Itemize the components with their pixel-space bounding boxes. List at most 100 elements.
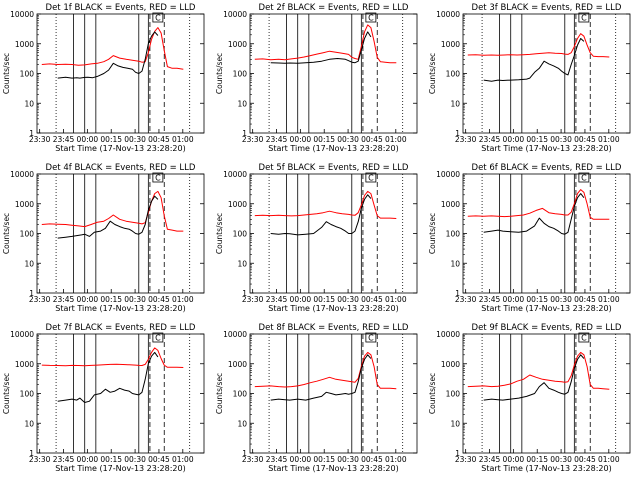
events-series-line: [57, 195, 159, 239]
events-series-line: [483, 354, 585, 401]
events-series-line: [57, 31, 159, 79]
x-axis-title: Start Time (17-Nov-13 23:28:20): [481, 304, 611, 313]
x-tick-label: 00:15: [526, 455, 548, 464]
y-tick-label: 1000: [441, 360, 460, 369]
x-axis-title: Start Time (17-Nov-13 23:28:20): [268, 144, 398, 153]
panel-title: Det 7f BLACK = Events, RED = LLD: [46, 323, 196, 333]
x-tick-label: 01:00: [385, 455, 407, 464]
x-tick-label: 01:00: [598, 295, 620, 304]
y-tick-label: 10: [450, 99, 460, 108]
y-tick-label: 1000: [228, 200, 247, 209]
x-tick-label: 00:15: [526, 295, 548, 304]
x-tick-label: 01:00: [172, 135, 194, 144]
x-tick-label: 00:15: [526, 135, 548, 144]
panel-title: Det 4f BLACK = Events, RED = LLD: [46, 163, 196, 173]
x-tick-label: 00:00: [77, 455, 99, 464]
x-tick-label: 00:15: [313, 295, 335, 304]
marker-box: [578, 172, 590, 183]
y-tick-label: 1: [242, 129, 247, 138]
x-tick-label: 00:45: [361, 295, 383, 304]
x-tick-label: 00:45: [361, 455, 383, 464]
y-tick-label: 1000: [228, 360, 247, 369]
y-tick-label: 1: [455, 129, 460, 138]
y-axis-title: Counts/sec: [428, 213, 437, 254]
marker-box: [365, 172, 377, 183]
y-tick-label: 10000: [223, 170, 247, 179]
x-tick-label: 00:00: [290, 135, 312, 144]
x-tick-label: 00:15: [100, 455, 122, 464]
y-tick-label: 10: [237, 259, 247, 268]
y-tick-label: 1000: [15, 40, 34, 49]
plot-frame: [462, 13, 631, 134]
x-tick-label: 00:00: [290, 455, 312, 464]
y-axis-title: Counts/sec: [215, 373, 224, 414]
marker-label: C: [155, 174, 161, 183]
y-tick-label: 1: [455, 449, 460, 458]
panel-title: Det 3f BLACK = Events, RED = LLD: [472, 3, 622, 13]
plot-frame: [36, 333, 205, 454]
marker-label: C: [155, 14, 161, 23]
lld-series-line: [467, 33, 610, 58]
y-tick-label: 10000: [223, 330, 247, 339]
x-tick-label: 00:45: [574, 455, 596, 464]
x-tick-label: 23:30: [242, 455, 264, 464]
x-tick-label: 00:45: [574, 135, 596, 144]
x-tick-label: 23:30: [455, 135, 477, 144]
y-axis-title: Counts/sec: [215, 213, 224, 254]
y-tick-label: 100: [20, 70, 35, 79]
x-axis-title: Start Time (17-Nov-13 23:28:20): [268, 304, 398, 313]
panel-title: Det 1f BLACK = Events, RED = LLD: [46, 3, 196, 13]
y-tick-label: 1: [29, 129, 34, 138]
x-tick-label: 23:30: [29, 135, 51, 144]
marker-box: [152, 172, 164, 183]
y-tick-label: 1: [242, 449, 247, 458]
marker-label: C: [581, 14, 587, 23]
y-axis-title: Counts/sec: [428, 373, 437, 414]
y-tick-label: 10: [24, 99, 34, 108]
x-tick-label: 00:45: [148, 135, 170, 144]
x-axis-title: Start Time (17-Nov-13 23:28:20): [55, 144, 185, 153]
y-tick-label: 10000: [10, 10, 34, 19]
plot-frame: [36, 173, 205, 294]
y-axis-title: Counts/sec: [2, 213, 11, 254]
y-tick-label: 10000: [436, 170, 460, 179]
lld-series-line: [41, 27, 184, 70]
x-tick-label: 00:30: [550, 295, 572, 304]
x-axis-title: Start Time (17-Nov-13 23:28:20): [481, 144, 611, 153]
x-tick-label: 00:30: [337, 455, 359, 464]
y-tick-label: 1: [29, 289, 34, 298]
x-tick-label: 00:30: [124, 135, 146, 144]
x-tick-label: 00:15: [100, 295, 122, 304]
x-tick-label: 01:00: [385, 295, 407, 304]
y-tick-label: 100: [446, 70, 461, 79]
y-tick-label: 100: [233, 70, 248, 79]
x-tick-label: 23:45: [53, 135, 75, 144]
events-series-line: [270, 31, 372, 64]
events-series-line: [57, 351, 159, 403]
x-tick-label: 23:45: [53, 295, 75, 304]
x-tick-label: 00:45: [148, 295, 170, 304]
x-tick-label: 23:45: [53, 455, 75, 464]
panel-title: Det 5f BLACK = Events, RED = LLD: [259, 163, 409, 173]
lld-series-line: [254, 351, 397, 390]
panel-title: Det 8f BLACK = Events, RED = LLD: [259, 323, 409, 333]
x-tick-label: 00:30: [124, 295, 146, 304]
plot-frame: [249, 333, 418, 454]
x-tick-label: 01:00: [172, 455, 194, 464]
marker-box: [152, 12, 164, 23]
x-tick-label: 00:30: [337, 295, 359, 304]
x-tick-label: 23:30: [242, 295, 264, 304]
x-tick-label: 01:00: [598, 455, 620, 464]
marker-label: C: [368, 14, 374, 23]
plot-frame: [249, 13, 418, 134]
x-tick-label: 23:45: [479, 455, 501, 464]
marker-box: [578, 12, 590, 23]
marker-label: C: [368, 334, 374, 343]
marker-box: [152, 332, 164, 343]
